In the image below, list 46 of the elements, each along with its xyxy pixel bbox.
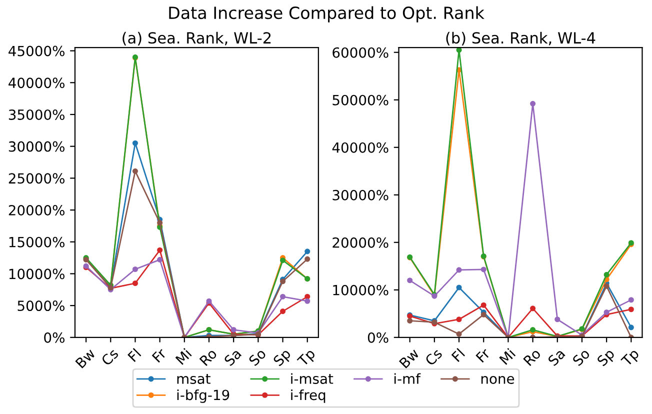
y-tick-label: 0%: [44, 332, 64, 343]
y-tick-label: 45000%: [8, 46, 64, 56]
x-tick-label: Tp: [296, 348, 318, 369]
y-tick-label: 40000%: [332, 142, 388, 153]
y-tick-label: 10000%: [9, 268, 64, 280]
x-tick-label: Cs: [424, 348, 443, 366]
legend-label: i-freq: [291, 389, 326, 403]
x-tick-label: Fl: [127, 348, 142, 362]
x-tick-label: Tp: [620, 348, 642, 369]
x-tick-label: Fr: [152, 347, 168, 363]
x-tick-label: Fl: [451, 348, 465, 362]
x-tick-label: Sp: [272, 348, 294, 368]
x-tick-label: Cs: [100, 348, 119, 366]
y-tick-label: 50000%: [332, 94, 388, 106]
legend-label: none: [481, 376, 514, 384]
x-tick-label: Ro: [523, 348, 542, 366]
y-tick-label: 30000%: [332, 190, 388, 200]
x-tick-label: Sa: [547, 348, 566, 366]
x-tick-label: Bw: [398, 348, 420, 368]
legend-label: msat: [177, 374, 210, 384]
y-tick-label: 25000%: [8, 173, 64, 184]
chart-title: (a) Sea. Rank, WL-2: [122, 32, 271, 46]
legend-label: i-msat: [291, 373, 334, 384]
y-tick-label: 60000%: [332, 47, 388, 58]
y-tick-label: 40000%: [8, 78, 64, 88]
y-tick-label: 5000%: [18, 300, 64, 312]
chart-title: (b) Sea. Rank, WL-4: [446, 32, 596, 46]
x-tick-label: Mi: [175, 348, 192, 365]
x-tick-label: Mi: [498, 348, 516, 365]
x-tick-label: Fr: [476, 347, 491, 363]
x-tick-label: Sa: [224, 348, 242, 366]
x-tick-label: Sp: [596, 348, 618, 368]
x-tick-label: So: [572, 348, 590, 366]
y-tick-label: 20000%: [332, 237, 388, 248]
x-tick-label: So: [248, 348, 267, 366]
legend-label: i-bfg-19: [177, 389, 230, 403]
x-tick-label: Ro: [199, 348, 218, 366]
legend-label: i-mf: [394, 373, 421, 384]
y-tick-label: 10000%: [333, 284, 388, 296]
y-tick-label: 15000%: [9, 236, 64, 248]
y-tick-label: 35000%: [8, 109, 64, 120]
text: Data Increase Compared to Opt. Rank: [169, 6, 484, 22]
y-tick-label: 0%: [368, 332, 388, 343]
y-tick-label: 20000%: [8, 204, 64, 216]
x-tick-label: Bw: [75, 348, 96, 368]
y-tick-label: 30000%: [8, 141, 64, 152]
